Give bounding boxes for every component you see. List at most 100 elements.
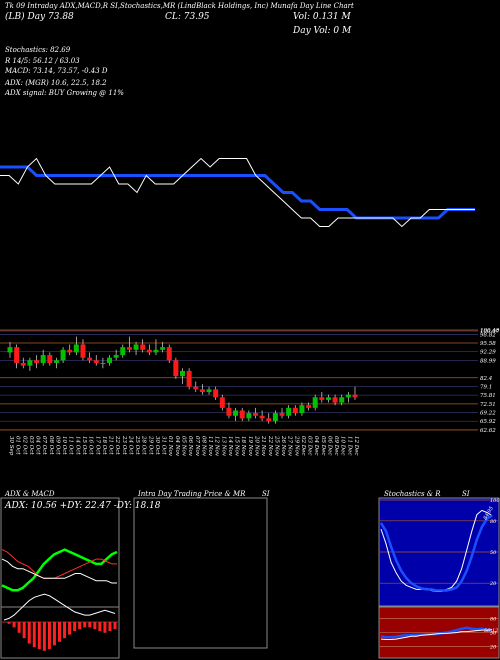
intraday-panel-si: SI — [262, 490, 270, 498]
candle-down — [166, 347, 172, 361]
adx-minus-line — [1, 549, 117, 579]
date-label: 25 Nov — [273, 435, 279, 457]
candle-up — [272, 413, 278, 422]
date-label: 20 Nov — [253, 435, 259, 457]
candle-up — [120, 347, 126, 356]
price-axis-label: 100.07 — [480, 329, 500, 335]
candle-down — [173, 360, 179, 377]
date-label: 08 Oct — [48, 436, 54, 455]
candle-down — [47, 355, 53, 363]
price-axis-label: 69.22 — [480, 411, 496, 417]
macd-bar — [78, 622, 82, 630]
adx-signal-readout: ADX signal: BUY Growing @ 11% — [5, 89, 124, 97]
macd-bar — [52, 622, 56, 646]
price-axis-label: 88.99 — [480, 358, 496, 364]
rsi-axis-label: 20 — [489, 645, 497, 651]
date-label: 27 Nov — [287, 435, 293, 457]
candle-up — [53, 360, 59, 363]
ma-line — [0, 165, 475, 220]
date-label: 11 Oct — [68, 436, 74, 455]
date-label: 01 Nov — [167, 436, 173, 457]
date-label: 14 Oct — [74, 436, 80, 455]
date-label: 23 Oct — [121, 435, 127, 455]
chart-header-title: Tk 09 Intraday ADX,MACD,R SI,Stochastics… — [5, 2, 354, 10]
candle-down — [80, 344, 86, 358]
price-axis-label: 82.4 — [480, 376, 493, 382]
price-axis-label: 98.82 — [480, 332, 496, 338]
stoch-panel-si: SI — [462, 490, 470, 498]
price-axis-label: 95.58 — [480, 341, 496, 347]
candle-up — [325, 397, 331, 400]
candle-down — [352, 394, 358, 398]
adx-readout: ADX: (MGR) 10.6, 22.5, 18.2 — [5, 79, 107, 87]
price-axis-label: 72.51 — [480, 402, 496, 408]
date-label: 10 Dec — [340, 436, 346, 456]
day-volume-label: Day Vol: 0 M — [293, 26, 352, 36]
candle-down — [266, 418, 272, 422]
candle-up — [246, 413, 252, 419]
price-axis-label: 100.48 — [480, 328, 500, 334]
date-label: 28 Oct — [141, 435, 147, 455]
candle-down — [226, 407, 232, 416]
candle-down — [87, 357, 93, 361]
adx-panel-title: ADX & MACD — [5, 490, 55, 498]
adx-line — [1, 558, 117, 584]
macd-bar — [17, 622, 21, 633]
candle-up — [180, 370, 185, 377]
date-label: 18 Nov — [240, 436, 246, 457]
macd-bar — [98, 622, 102, 631]
date-label: 11 Dec — [346, 436, 352, 456]
intraday-panel-frame — [133, 497, 268, 649]
rsi-axis-label: 80 — [490, 616, 497, 622]
date-label: 24 Oct — [127, 435, 133, 455]
candle-up — [133, 344, 139, 350]
candle-down — [186, 370, 192, 387]
date-label: 31 Oct — [161, 436, 167, 455]
candle-down — [193, 386, 199, 390]
date-label: 02 Dec — [300, 436, 306, 456]
date-label: 09 Dec — [333, 436, 339, 456]
candle-down — [292, 407, 298, 414]
candle-up — [160, 347, 166, 350]
macd-bar — [103, 622, 107, 633]
candle-up — [312, 397, 318, 408]
adx-plus-line — [1, 548, 118, 592]
candle-down — [213, 389, 219, 398]
intraday-panel-title: Intra Day Trading Price & MR — [138, 490, 246, 498]
date-label: 07 Nov — [194, 436, 200, 457]
date-label: 11 Nov — [207, 436, 213, 457]
date-label: 12 Nov — [214, 436, 220, 457]
macd-bar — [68, 622, 72, 635]
date-label: 16 Oct — [88, 436, 94, 455]
date-label: 10 Oct — [61, 436, 67, 455]
r-readout: R 14/5: 56.12 / 63.03 — [5, 57, 80, 65]
date-label: 30 Oct — [154, 436, 160, 455]
candle-up — [339, 397, 345, 403]
price-axis-label: 65.92 — [480, 419, 496, 425]
macd-line — [3, 593, 116, 621]
candle-up — [206, 389, 212, 393]
date-label: 03 Oct — [28, 436, 34, 455]
candle-up — [233, 410, 239, 416]
date-label: 04 Dec — [313, 436, 319, 456]
candle-down — [239, 410, 245, 419]
candle-up — [27, 360, 33, 366]
date-label: 25 Oct — [134, 435, 140, 455]
candle-up — [107, 357, 113, 363]
adx-panel-frame — [0, 497, 120, 659]
macd-bar — [27, 622, 31, 644]
candle-down — [259, 415, 265, 419]
macd-bar — [37, 622, 41, 649]
price-axis-label: 62.62 — [480, 428, 496, 434]
price-axis-label: 79.1 — [480, 384, 492, 390]
macd-bar — [113, 622, 117, 630]
candle-down — [306, 405, 312, 408]
date-label: 26 Nov — [280, 435, 286, 457]
date-label: 06 Dec — [326, 436, 332, 456]
date-label: 21 Oct — [108, 435, 114, 455]
date-label: 02 Oct — [21, 436, 27, 455]
candle-up — [100, 362, 106, 364]
rsi-last-label: 56.12 — [484, 628, 498, 634]
candle-down — [146, 349, 152, 353]
